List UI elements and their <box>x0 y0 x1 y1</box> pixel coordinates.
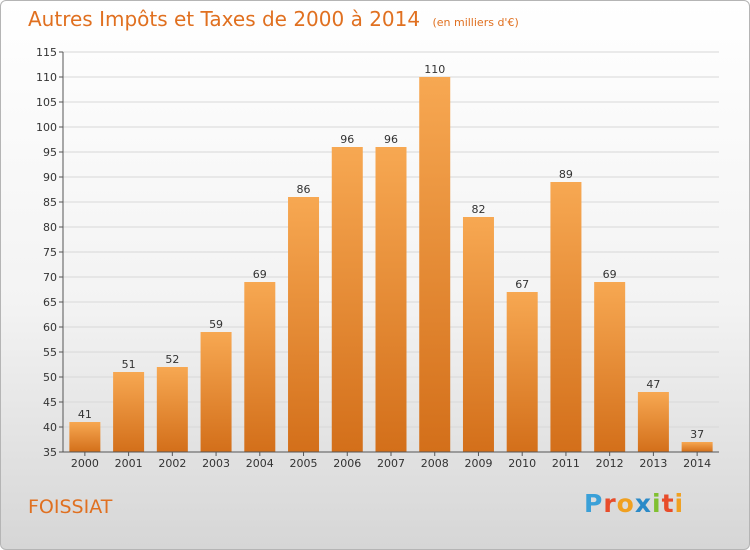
y-tick-label: 110 <box>36 71 57 84</box>
bar <box>681 442 713 452</box>
y-tick-label: 105 <box>36 96 57 109</box>
bar-value-label: 47 <box>646 378 660 391</box>
y-tick-label: 90 <box>43 171 57 184</box>
x-tick-label: 2012 <box>596 457 624 470</box>
y-tick-label: 40 <box>43 421 57 434</box>
chart-title-text: Autres Impôts et Taxes de 2000 à 2014 <box>28 7 421 31</box>
bar-value-label: 82 <box>471 203 485 216</box>
bar <box>113 372 145 452</box>
bar <box>419 77 451 452</box>
proxiti-logo: Proxiti <box>584 489 684 518</box>
bar <box>550 182 582 452</box>
y-tick-label: 70 <box>43 271 57 284</box>
y-tick-label: 95 <box>43 146 57 159</box>
bar-value-label: 37 <box>690 428 704 441</box>
bar-value-label: 52 <box>165 353 179 366</box>
chart-title: Autres Impôts et Taxes de 2000 à 2014 (e… <box>28 7 519 31</box>
bar-value-label: 96 <box>340 133 354 146</box>
brand-letter: i <box>652 489 662 518</box>
x-tick-label: 2010 <box>508 457 536 470</box>
x-tick-label: 2001 <box>115 457 143 470</box>
bars <box>69 77 713 452</box>
bar <box>637 392 669 452</box>
bar-value-label: 69 <box>253 268 267 281</box>
x-tick-label: 2003 <box>202 457 230 470</box>
x-tick-label: 2004 <box>246 457 274 470</box>
bar-value-label: 96 <box>384 133 398 146</box>
bar <box>156 367 188 452</box>
x-axis-ticks: 2000 2001 2002 2003 2004 2005 2006 2007 2008 2009… <box>71 452 711 470</box>
bar <box>69 422 101 452</box>
data-labels: 41 51 52 59 69 86 96 96 110 82 67 89 69 47 37 <box>78 63 704 441</box>
x-tick-label: 2009 <box>464 457 492 470</box>
brand-letter: x <box>634 489 652 518</box>
bar-value-label: 41 <box>78 408 92 421</box>
y-tick-label: 50 <box>43 371 57 384</box>
y-tick-label: 45 <box>43 396 57 409</box>
x-tick-label: 2008 <box>421 457 449 470</box>
bar <box>200 332 232 452</box>
x-tick-label: 2013 <box>639 457 667 470</box>
bar-value-label: 89 <box>559 168 573 181</box>
y-tick-label: 100 <box>36 121 57 134</box>
y-tick-label: 65 <box>43 296 57 309</box>
bar <box>288 197 320 452</box>
bar-value-label: 86 <box>297 183 311 196</box>
x-tick-label: 2014 <box>683 457 711 470</box>
bar-value-label: 51 <box>122 358 136 371</box>
bar <box>506 292 538 452</box>
y-tick-label: 115 <box>36 46 57 59</box>
y-axis-ticks: 35 40 45 50 55 60 65 70 75 80 85 90 95 100 105 110 115 <box>36 46 63 459</box>
brand-letter: o <box>616 489 635 518</box>
chart-unit: (en milliers d'€) <box>432 16 519 29</box>
y-tick-label: 85 <box>43 196 57 209</box>
bar <box>462 217 494 452</box>
bar-value-label: 69 <box>603 268 617 281</box>
brand-letter: i <box>674 489 685 518</box>
y-tick-label: 80 <box>43 221 57 234</box>
bar-value-label: 67 <box>515 278 529 291</box>
x-tick-label: 2000 <box>71 457 99 470</box>
commune-name: FOISSIAT <box>28 496 113 518</box>
bar <box>331 147 363 452</box>
x-tick-label: 2011 <box>552 457 580 470</box>
x-tick-label: 2007 <box>377 457 405 470</box>
bar <box>375 147 407 452</box>
y-tick-label: 35 <box>43 446 57 459</box>
y-tick-label: 75 <box>43 246 57 259</box>
bar <box>594 282 626 452</box>
bar <box>244 282 276 452</box>
brand-letter: P <box>584 489 604 518</box>
x-tick-label: 2006 <box>333 457 361 470</box>
x-tick-label: 2002 <box>158 457 186 470</box>
y-tick-label: 60 <box>43 321 57 334</box>
y-tick-label: 55 <box>43 346 57 359</box>
bar-value-label: 110 <box>424 63 445 76</box>
bar-value-label: 59 <box>209 318 223 331</box>
brand-letter: r <box>603 489 617 518</box>
x-tick-label: 2005 <box>290 457 318 470</box>
brand-letter: t <box>661 489 675 518</box>
